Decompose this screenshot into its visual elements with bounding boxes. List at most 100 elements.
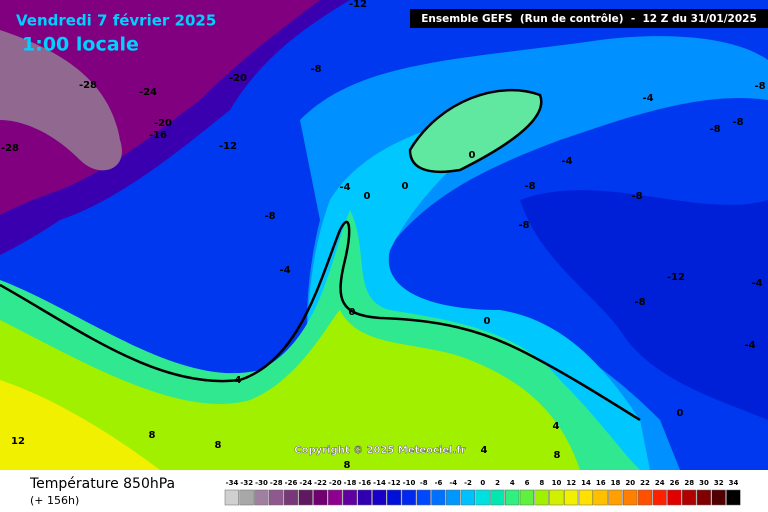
colorbar-swatch: [549, 489, 564, 506]
contour-label: -12: [667, 272, 685, 283]
copyright: Copyright © 2025 Meteociel.fr: [294, 445, 465, 456]
contour-label: -8: [754, 81, 765, 92]
colorbar-label: -10: [403, 479, 416, 487]
colorbar-swatch: [711, 489, 726, 506]
colorbar-label: -34: [226, 479, 239, 487]
contour-label: 4: [235, 375, 242, 386]
contour-label: -8: [634, 297, 645, 308]
contour-label: -12: [349, 0, 367, 10]
colorbar-label: -32: [240, 479, 253, 487]
colorbar-label: 0: [480, 479, 485, 487]
colorbar-swatch: [431, 489, 446, 506]
colorbar-label: 14: [581, 479, 591, 487]
colorbar-label: 10: [552, 479, 562, 487]
contour-label: -4: [751, 278, 762, 289]
colorbar-label: 12: [566, 479, 576, 487]
contour-label: -4: [744, 340, 755, 351]
contour-label: 8: [344, 460, 351, 471]
colorbar-swatch: [564, 489, 579, 506]
colorbar-label: -28: [270, 479, 283, 487]
colorbar-label: 24: [655, 479, 665, 487]
colorbar-swatch: [328, 489, 343, 506]
colorbar-swatch: [387, 489, 402, 506]
contour-label: -20: [154, 118, 172, 129]
contour-label: 8: [215, 440, 222, 451]
footer-title: Température 850hPa: [29, 476, 175, 492]
model-box: [410, 9, 768, 28]
colorbar-label: 4: [510, 479, 515, 487]
colorbar-swatch: [254, 489, 269, 506]
contour-label: 0: [469, 150, 476, 161]
colorbar-label: 32: [714, 479, 724, 487]
colorbar-label: -18: [344, 479, 357, 487]
contour-label: -20: [229, 73, 247, 84]
contour-label: -4: [642, 93, 653, 104]
colorbar-swatch: [283, 489, 298, 506]
colorbar-label: 26: [670, 479, 680, 487]
contour-label: 0: [402, 181, 409, 192]
date: Vendredi 7 février 2025: [16, 12, 216, 30]
colorbar-label: -26: [285, 479, 298, 487]
colorbar-label: 28: [684, 479, 694, 487]
colorbar-swatch: [269, 489, 284, 506]
contour-label: 12: [11, 436, 25, 447]
contour-labels: -12-20-8-28-24-20-16-28 -12-4000-8-400481…: [1, 0, 766, 471]
contour-label: -16: [149, 130, 167, 141]
contour-label: 0: [349, 307, 356, 318]
colorbar-label: -14: [373, 479, 386, 487]
colorbar-label: -30: [255, 479, 268, 487]
contour-label: -12: [219, 141, 237, 152]
colorbar: -34 -32 -30 -28 -26 -24 -22 -20 -18 -16 -14 -12 -10-…: [224, 479, 741, 506]
map-field: [0, 0, 768, 470]
colorbar-label: -8: [420, 479, 428, 487]
colorbar-label: 30: [699, 479, 709, 487]
colorbar-label: -20: [329, 479, 342, 487]
contour-label: -8: [310, 64, 321, 75]
contour-label: -8: [732, 117, 743, 128]
contour-label: -8: [709, 124, 720, 135]
colorbar-label: 16: [596, 479, 606, 487]
contour-label: -4: [279, 265, 290, 276]
contour-label: -4: [561, 156, 572, 167]
colorbar-swatch: [534, 489, 549, 506]
colorbar-label: 8: [539, 479, 544, 487]
colorbar-swatch: [652, 489, 667, 506]
model-run: Ensemble GEFS (Run de contrôle) - 12 Z d…: [421, 13, 757, 25]
contour-label: -28: [79, 80, 97, 91]
colorbar-label: -12: [388, 479, 401, 487]
contour-label: -4: [339, 182, 350, 193]
colorbar-swatch: [608, 489, 623, 506]
colorbar-swatch: [505, 489, 520, 506]
colorbar-swatch: [298, 489, 313, 506]
contour-label: -8: [631, 191, 642, 202]
contour-label: 8: [149, 430, 156, 441]
lead-time: (+ 156h): [30, 494, 79, 507]
colorbar-label: 34: [729, 479, 739, 487]
colorbar-swatch: [578, 489, 593, 506]
colorbar-swatch: [623, 489, 638, 506]
colorbar-swatch: [401, 489, 416, 506]
colorbar-swatch: [490, 489, 505, 506]
colorbar-swatch: [357, 489, 372, 506]
colorbar-label: -24: [299, 479, 312, 487]
contour-label: 8: [554, 450, 561, 461]
colorbar-swatch: [372, 489, 387, 506]
colorbar-swatch: [682, 489, 697, 506]
colorbar-swatch: [342, 489, 357, 506]
colorbar-swatch: [696, 489, 711, 506]
contour-label: 4: [481, 445, 488, 456]
contour-label: 0: [677, 408, 684, 419]
colorbar-label: 22: [640, 479, 650, 487]
colorbar-label: 20: [625, 479, 635, 487]
colorbar-swatch: [224, 489, 239, 506]
contour-label: -8: [264, 211, 275, 222]
colorbar-swatch: [446, 489, 461, 506]
colorbar-swatch: [460, 489, 475, 506]
local-time: 1:00 locale: [22, 34, 139, 56]
colorbar-label: -16: [358, 479, 371, 487]
contour-label: 0: [484, 316, 491, 327]
colorbar-swatch: [726, 489, 741, 506]
colorbar-label: 18: [611, 479, 621, 487]
